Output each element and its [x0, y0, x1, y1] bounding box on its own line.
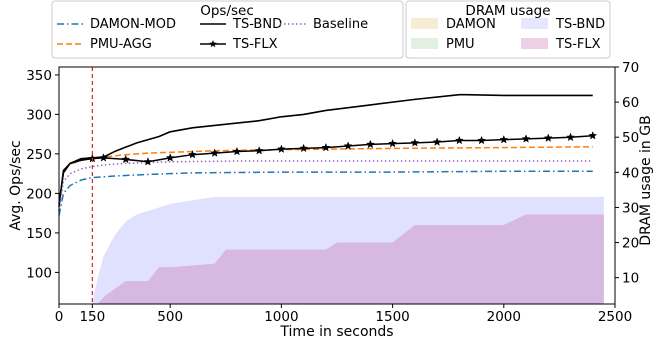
- series-point-ts-flx: [388, 138, 398, 148]
- legend-dram-item-pmu: PMU: [411, 37, 475, 52]
- series-point-ts-flx: [165, 153, 175, 162]
- series-point-ts-flx: [521, 134, 531, 143]
- x-tick-label: 2500: [598, 309, 632, 325]
- legend-dram-frame: [405, 0, 611, 59]
- y-axis-right-title: DRAM usage in GB: [638, 115, 654, 245]
- series-point-ts-flx: [254, 146, 264, 155]
- y-right-tick-label: 30: [622, 200, 639, 216]
- legend-dram-label: DAMON: [446, 17, 496, 32]
- legend-dram-usage: DRAM usage DAMON PMU TS-BND TS-FLX: [405, 0, 611, 59]
- legend-dram-label: TS-BND: [555, 17, 605, 32]
- series-point-ts-flx: [365, 139, 375, 149]
- legend-ops-label: PMU-AGG: [90, 37, 152, 52]
- legend-ops-item-baseline: Baseline: [280, 17, 368, 32]
- series-line-ts-bnd: [58, 93, 593, 207]
- ts-flx-marker-layer: [87, 131, 598, 166]
- x-axis-title: Time in seconds: [279, 324, 393, 340]
- y-right-tick-label: 20: [622, 236, 639, 252]
- legend-ops-item-pmu-agg: PMU-AGG: [57, 37, 152, 52]
- series-point-ts-flx: [477, 135, 487, 145]
- legend-ops-item-ts-bnd: TS-BND: [200, 17, 282, 32]
- y-left-tick-label: 250: [26, 147, 52, 163]
- series-line-damon-mod: [58, 170, 593, 216]
- legend-dram-swatch: [411, 38, 438, 49]
- y-left-tick-label: 150: [26, 226, 52, 242]
- x-tick-label: 0: [55, 309, 64, 325]
- legend-ops-sec: Ops/sec DAMON-MOD PMU-AGG TS-BND TS-FLX Base…: [51, 0, 404, 59]
- y-right-tick-label: 10: [622, 271, 639, 287]
- series-point-ts-flx: [276, 144, 286, 153]
- legend-ops-title: Ops/sec: [200, 3, 254, 19]
- legend-ops-item-damon-mod: DAMON-MOD: [57, 17, 176, 32]
- series-point-ts-flx: [143, 157, 153, 166]
- series-point-ts-flx: [499, 134, 509, 144]
- series-point-ts-flx: [299, 143, 309, 153]
- ops-line-layer: [58, 93, 593, 216]
- legend-ops-items: DAMON-MOD PMU-AGG TS-BND TS-FLX Baseline: [57, 17, 368, 52]
- legend-dram-swatch: [521, 38, 548, 49]
- legend-ops-label: Baseline: [313, 17, 368, 32]
- series-point-ts-flx: [99, 153, 108, 162]
- legend-ops-label: TS-FLX: [232, 37, 278, 52]
- x-tick-label: 1500: [375, 309, 409, 325]
- legend-dram-label: PMU: [446, 37, 475, 52]
- dram-area-ts-bnd: [92, 196, 604, 304]
- x-tick-label: 500: [157, 309, 183, 325]
- y-right-tick-label: 50: [622, 130, 639, 146]
- legend-dram-item-damon: DAMON: [411, 17, 496, 32]
- legend-dram-title: DRAM usage: [465, 3, 550, 19]
- y-axis-left-title: Avg. Ops/sec: [8, 140, 24, 230]
- legend-ops-item-ts-flx: TS-FLX: [200, 37, 278, 52]
- y-right-tick-label: 60: [622, 95, 639, 111]
- plot-frame: [58, 66, 616, 305]
- series-point-ts-flx: [232, 146, 242, 156]
- legend-ops-label: TS-BND: [232, 17, 282, 32]
- dram-area-ts-flx: [99, 214, 604, 304]
- series-point-ts-flx: [543, 133, 553, 142]
- series-point-ts-flx: [432, 137, 442, 146]
- series-point-ts-flx: [410, 138, 420, 147]
- x-tick-label: 1000: [264, 309, 298, 325]
- y-right-tick-label: 70: [622, 60, 639, 76]
- series-point-ts-flx: [566, 132, 575, 142]
- y-left-tick-label: 200: [26, 186, 52, 202]
- x-tick-label: 2000: [487, 309, 521, 325]
- series-point-ts-flx: [321, 142, 331, 152]
- y-left-tick-label: 350: [26, 68, 52, 84]
- series-line-ts-flx: [58, 134, 593, 204]
- y-right-tick-label: 40: [622, 165, 639, 181]
- series-point-ts-flx: [187, 149, 197, 159]
- x-tick-label: 150: [79, 309, 105, 325]
- legend-ops-marker: [209, 40, 217, 48]
- series-point-ts-flx: [343, 141, 353, 150]
- legend-dram-swatch: [521, 18, 548, 29]
- series-point-ts-flx: [454, 135, 464, 145]
- series-point-ts-flx: [210, 148, 220, 157]
- legend-dram-items: DAMON PMU TS-BND TS-FLX: [411, 17, 605, 52]
- axes-layer: 0 150 500 1000 1500 2000 2500 100 150 200 250 300 35…: [26, 60, 639, 325]
- legend-ops-frame: [51, 0, 404, 59]
- legend-dram-label: TS-FLX: [555, 37, 601, 52]
- y-left-tick-label: 100: [26, 265, 52, 281]
- y-left-tick-label: 300: [26, 107, 52, 123]
- legend-ops-label: DAMON-MOD: [90, 17, 176, 32]
- legend-dram-item-ts-flx: TS-FLX: [521, 37, 601, 52]
- series-point-ts-flx: [588, 131, 598, 140]
- dram-area-layer: [92, 196, 604, 304]
- series-point-ts-flx: [121, 154, 131, 164]
- legend-dram-swatch: [411, 18, 438, 29]
- legend-dram-item-ts-bnd: TS-BND: [521, 17, 605, 32]
- series-line-pmu-agg: [58, 146, 593, 206]
